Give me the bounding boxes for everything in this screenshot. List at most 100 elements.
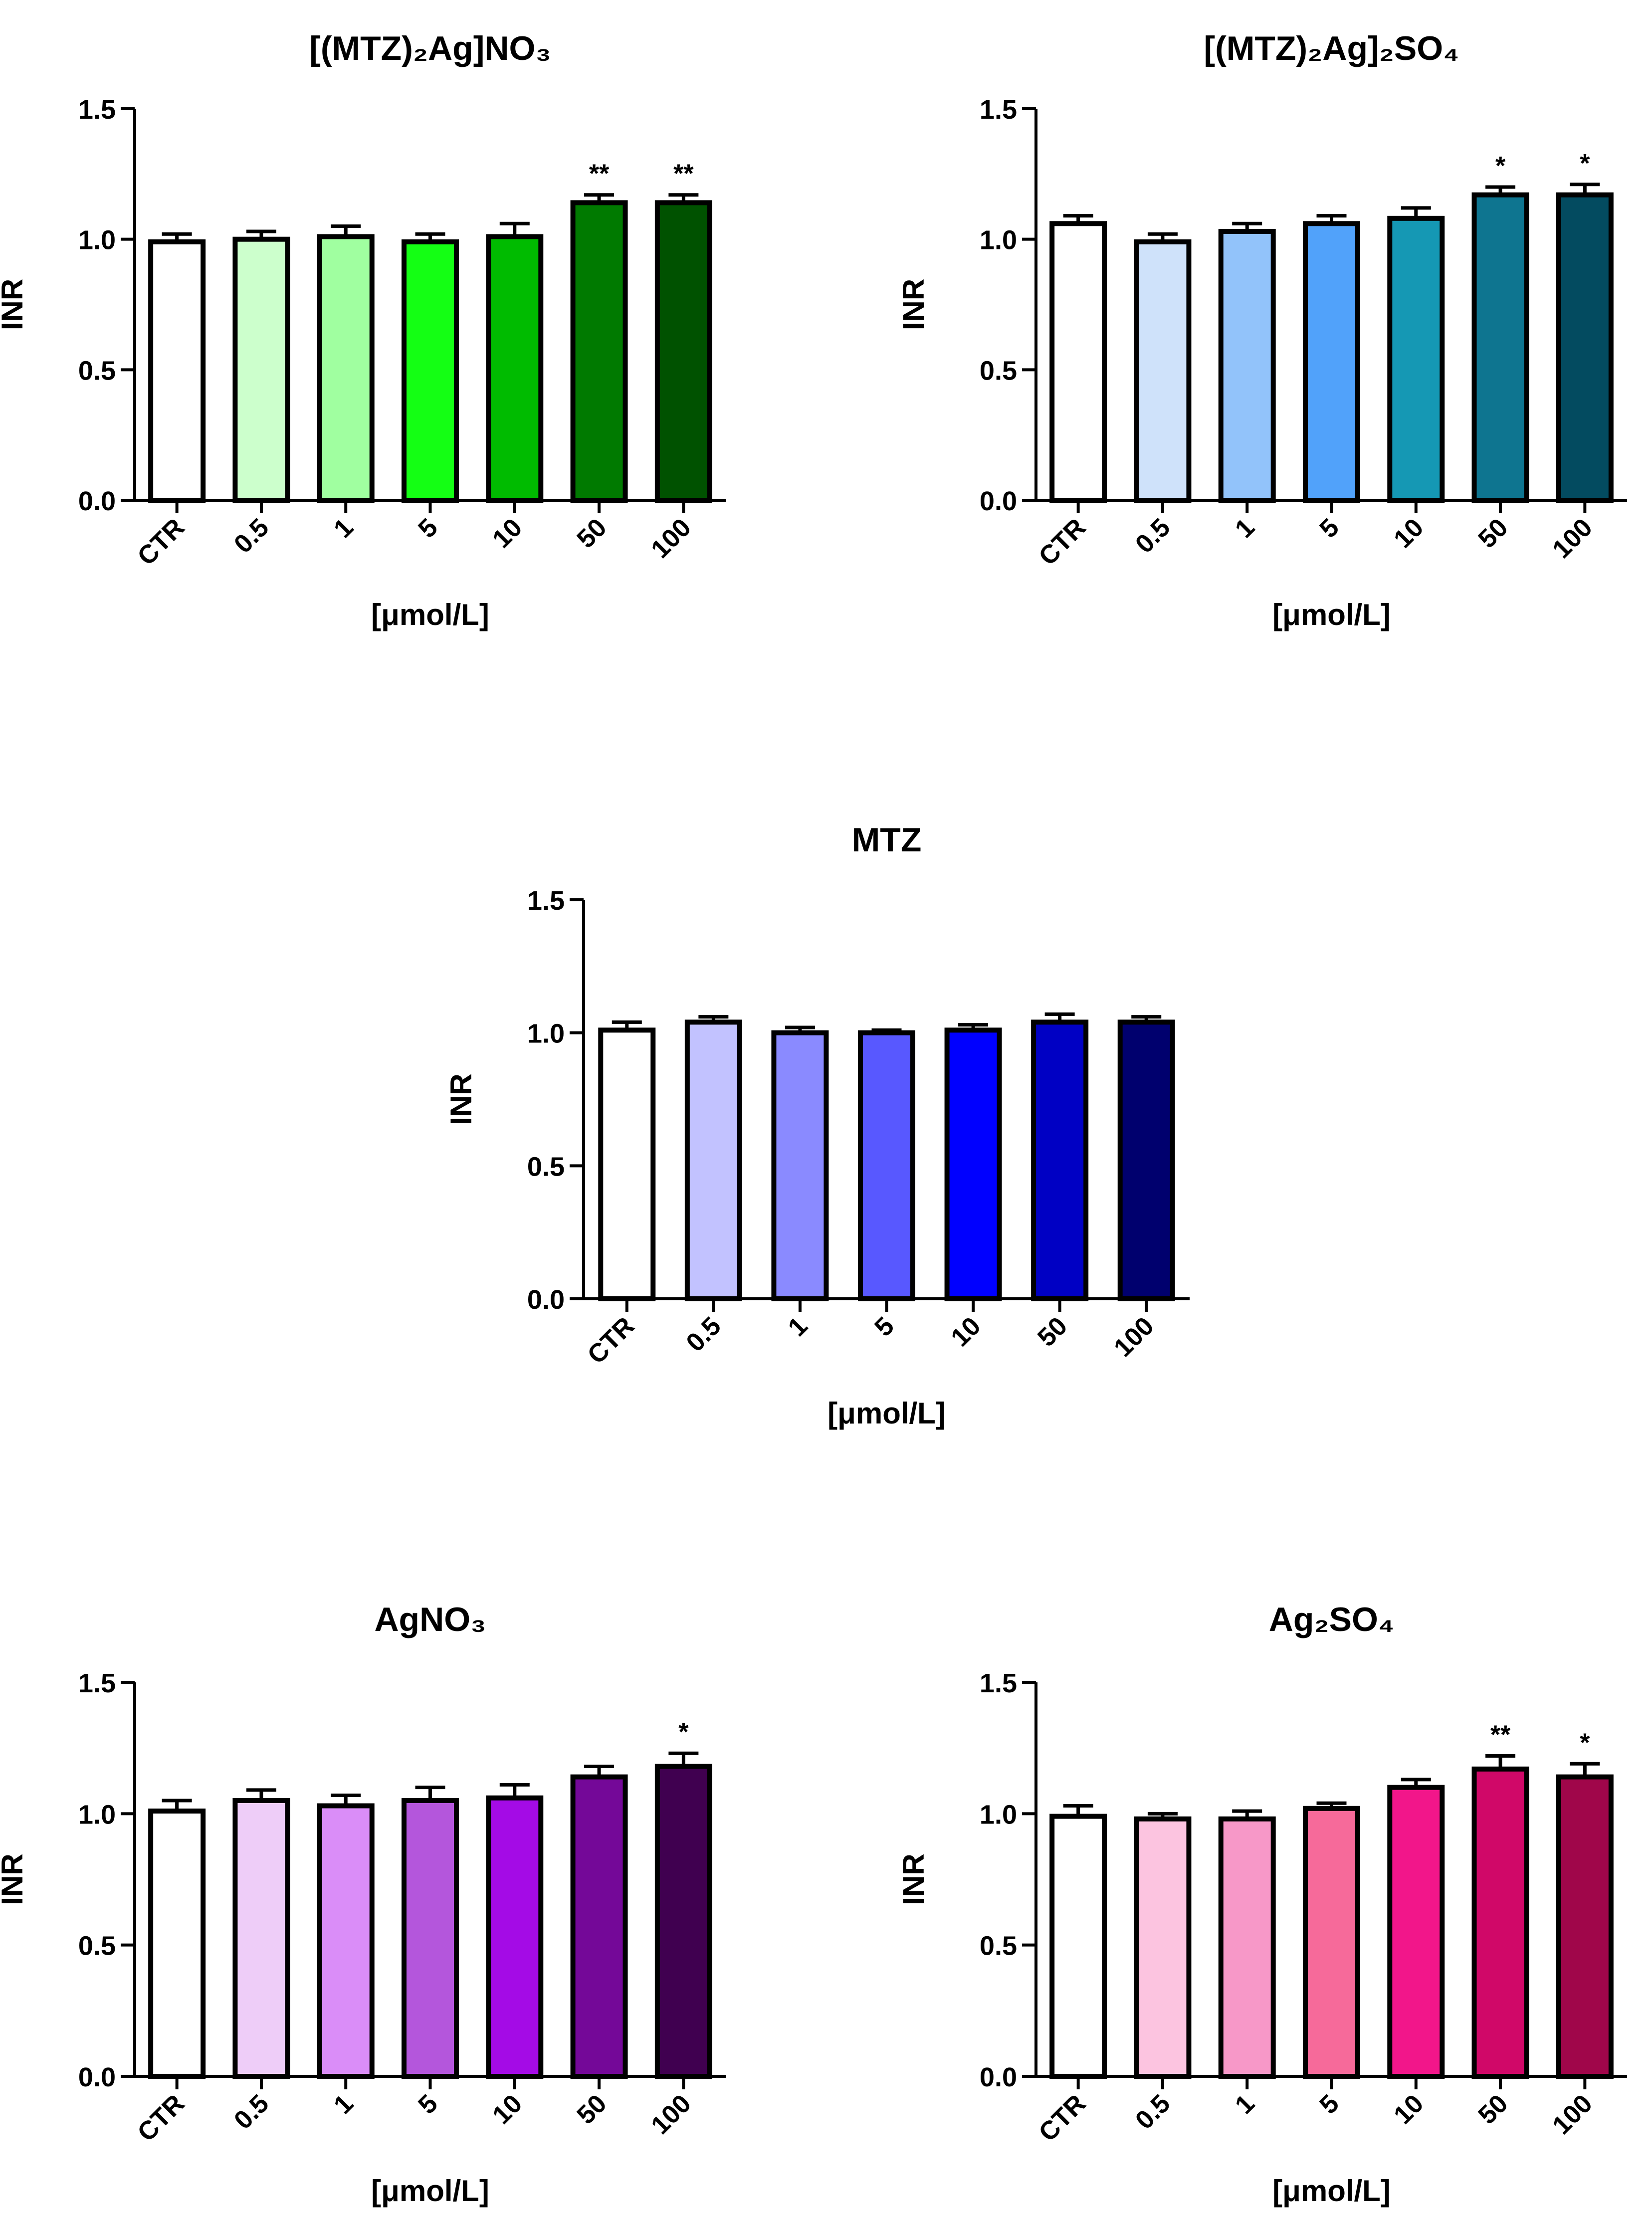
x-tick-label: 0.5 (681, 1311, 727, 1357)
chart-panel-1: [(MTZ)₂Ag]NO₃ 0.0 0.5 1.0 1.5 INR CTR 0.5 1 5 10 **… (0, 29, 726, 631)
y-tick-label: 1.5 (980, 95, 1017, 125)
bar (1049, 221, 1107, 503)
x-tick-label: 50 (1032, 1311, 1073, 1352)
chart-panel-3: MTZ 0.0 0.5 1.0 1.5 INR CTR 0.5 1 5 10 50 100 [μmol/L… (444, 821, 1190, 1430)
x-tick-label: 1 (1230, 2089, 1260, 2119)
chart-title: [(MTZ)₂Ag]NO₃ (309, 29, 551, 67)
bar (1471, 1766, 1529, 2079)
bar (1387, 215, 1445, 503)
x-tick-label: 50 (572, 513, 613, 554)
bar (1134, 1816, 1192, 2079)
significance-mark: ** (673, 160, 694, 189)
chart-title: [(MTZ)₂Ag]₂SO₄ (1204, 29, 1459, 67)
bar (1471, 192, 1529, 503)
significance-mark: ** (589, 160, 610, 189)
y-axis-label: INR (897, 279, 930, 330)
x-tick-label: 5 (1314, 513, 1345, 543)
bar (402, 239, 459, 503)
bar (1556, 1774, 1614, 2079)
bar (148, 239, 206, 503)
bar (232, 236, 290, 503)
x-tick-label: CTR (582, 1311, 640, 1370)
significance-mark: ** (1490, 1720, 1511, 1749)
x-axis-label: [μmol/L] (1272, 2174, 1391, 2208)
significance-mark: * (678, 1718, 689, 1747)
x-tick-label: 1 (1230, 513, 1260, 543)
x-tick-label: 10 (1388, 513, 1429, 554)
x-axis-label: [μmol/L] (1272, 598, 1391, 631)
chart-title: MTZ (852, 821, 922, 859)
x-tick-label: CTR (132, 513, 191, 571)
x-tick-label: 100 (1547, 513, 1598, 564)
chart-panel-5: Ag₂SO₄ 0.0 0.5 1.0 1.5 INR CTR 0.5 1 5 10 ** 50 * 100 [… (897, 1601, 1627, 2208)
bar (148, 1809, 206, 2079)
x-tick-label: 0.5 (1130, 2089, 1176, 2135)
x-tick-label: CTR (132, 2089, 191, 2147)
bar (317, 1803, 375, 2079)
y-tick-label: 0.0 (78, 486, 116, 516)
bar (1387, 1785, 1445, 2079)
x-tick-label: 5 (869, 1311, 900, 1342)
x-axis-label: [μmol/L] (827, 1397, 946, 1430)
bar (232, 1798, 290, 2079)
y-tick-label: 1.0 (527, 1019, 565, 1049)
x-tick-label: 5 (1314, 2089, 1345, 2119)
y-tick-label: 0.5 (78, 356, 116, 386)
x-tick-label: 50 (1473, 2089, 1514, 2130)
bar (684, 1019, 742, 1301)
x-tick-label: 100 (645, 513, 696, 564)
y-axis-label: INR (897, 1853, 930, 1905)
x-tick-label: 50 (572, 2089, 613, 2130)
bar (570, 200, 628, 503)
y-tick-label: 0.5 (980, 356, 1017, 386)
x-tick-label: 5 (413, 2089, 443, 2119)
y-tick-label: 1.5 (78, 1668, 116, 1698)
y-tick-label: 0.5 (78, 1931, 116, 1961)
bar (654, 1764, 712, 2079)
x-tick-label: 10 (1388, 2089, 1429, 2130)
bar (771, 1030, 829, 1302)
bar (1303, 1806, 1360, 2079)
chart-title: Ag₂SO₄ (1269, 1601, 1395, 1638)
bar (1218, 1816, 1276, 2079)
y-tick-label: 0.0 (980, 486, 1017, 516)
bar (598, 1027, 656, 1301)
bar (570, 1774, 628, 2079)
y-tick-label: 1.0 (78, 1800, 116, 1829)
bar (1556, 192, 1614, 503)
x-tick-label: 1 (328, 513, 359, 543)
significance-mark: * (1495, 152, 1506, 181)
x-tick-label: 5 (413, 513, 443, 543)
x-axis-label: [μmol/L] (371, 2174, 489, 2208)
chart-title: AgNO₃ (374, 1601, 486, 1638)
bar (1031, 1019, 1089, 1301)
y-tick-label: 1.0 (980, 1800, 1017, 1829)
x-tick-label: 1 (328, 2089, 359, 2119)
bar (1218, 228, 1276, 503)
bar (858, 1030, 915, 1302)
x-tick-label: CTR (1033, 513, 1092, 571)
x-tick-label: 10 (946, 1311, 987, 1352)
y-tick-label: 1.5 (78, 95, 116, 125)
significance-mark: * (1580, 149, 1590, 178)
chart-panel-4: AgNO₃ 0.0 0.5 1.0 1.5 INR CTR 0.5 1 5 10 50 * 100 [μmo… (0, 1601, 726, 2208)
x-tick-label: 50 (1473, 513, 1514, 554)
y-tick-label: 1.5 (980, 1668, 1017, 1698)
bar (486, 1795, 544, 2079)
y-axis-label: INR (0, 1853, 29, 1905)
bar (944, 1027, 1002, 1301)
significance-mark: * (1580, 1728, 1590, 1757)
y-tick-label: 0.0 (78, 2062, 116, 2092)
x-tick-label: CTR (1033, 2089, 1092, 2147)
x-tick-label: 0.5 (1130, 513, 1176, 559)
y-tick-label: 0.5 (527, 1152, 565, 1182)
bar (402, 1798, 459, 2079)
chart-panel-2: [(MTZ)₂Ag]₂SO₄ 0.0 0.5 1.0 1.5 INR CTR 0.5 1 5 10 *… (897, 29, 1627, 631)
y-tick-label: 1.0 (78, 225, 116, 255)
x-tick-label: 1 (783, 1311, 813, 1342)
y-tick-label: 0.5 (980, 1931, 1017, 1961)
x-tick-label: 100 (1547, 2089, 1598, 2140)
x-tick-label: 0.5 (228, 2089, 274, 2135)
y-axis-label: INR (0, 279, 29, 330)
